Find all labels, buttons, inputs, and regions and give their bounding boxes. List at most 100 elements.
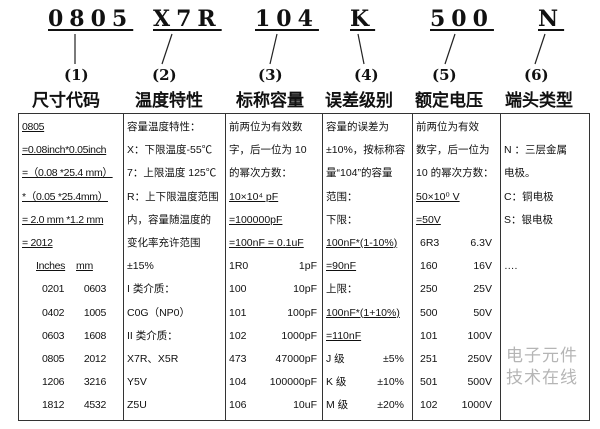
cell-code: 106 [229,399,247,412]
text-line: X7R、X5R [127,352,179,365]
text-line: 的幂次方数： [229,167,292,180]
cell-code: M 级 [326,399,349,412]
cell-value: 10pF [293,283,317,296]
table-row: 251 250V [416,348,500,371]
cell-value: 100pF [287,306,317,319]
text-line: 前两位为有效数 [229,121,303,133]
text-line: ±10%，按标称容 [326,144,406,157]
code-termination: N [538,6,565,32]
cell-value: ±20% [377,399,404,412]
cell-value: ±5% [383,352,404,365]
cell-value: 2012 [83,352,106,365]
text-line [504,116,589,139]
table-row: 473 47000pF [229,348,322,371]
column-capacitance: 前两位为有效数 字，后一位为 10 的幂次方数： 10×10⁴ pF =100000pF… [226,114,323,420]
text-line: 100nF*(1-10%) [326,236,398,249]
cell-code: 102 [420,399,438,412]
text-line: 7：上限温度 125℃ [127,167,217,180]
text-line: *（0.05 *25.4mm） [22,190,108,203]
cell-code: 0603 [42,329,65,342]
cell-code: J 级 [326,352,345,365]
cell-value: 3216 [83,376,106,389]
cell-code: 0201 [42,283,65,296]
title-capacitance: 标称容量 [236,91,304,111]
text-line: =100nF = 0.1uF [229,236,304,249]
text-line: Y5V [127,376,147,389]
table-row: 0201 0603 [22,278,123,301]
text-line: =50V [416,213,441,226]
watermark: 电子元件技术在线 [506,346,578,388]
text-line: 数字，后一位为 [416,144,490,157]
column-size: 0805 =0.08inch*0.05inch =（0.08 *25.4 mm） *（… [19,114,124,420]
code-table: 0805 =0.08inch*0.05inch =（0.08 *25.4 mm） *（… [18,113,590,421]
cell-code: 100 [229,283,247,296]
cell-code: 0402 [42,306,65,319]
text-line: 范围： [326,190,358,203]
cell-value: 25V [473,283,492,296]
table-row: 100 10pF [229,278,322,301]
text-line: = 2012 [22,236,53,249]
text-line: I 类介质： [127,283,175,296]
header-inches: Inches [36,260,66,273]
table-row: 500 50V [416,302,500,325]
table-row: 101 100pF [229,302,322,325]
cell-value: 0603 [83,283,106,296]
code-size: 0805 [48,6,134,32]
cell-code: 500 [420,306,438,319]
title-termination: 端头类型 [505,91,573,111]
cell-value: 1000V [461,399,492,412]
pointer-lines [74,33,546,65]
text-line: C：铜电极 [504,190,554,203]
text-line: 前两位为有效 [416,121,479,133]
table-row: 1206 3216 [22,371,123,394]
cell-value: 4532 [83,399,106,412]
cell-code: 251 [420,352,438,365]
label-number: (1) [64,66,89,84]
cell-code: 101 [229,306,247,319]
header-mm: mm [76,260,93,273]
table-row: 160 16V [416,255,500,278]
cell-code: 1812 [42,399,65,412]
title-voltage: 额定电压 [415,91,483,111]
table-row: 106 10uF [229,394,322,417]
table-row: 501 500V [416,371,500,394]
text-line: 10 的幂次方数： [416,167,494,180]
code-tolerance: K [350,6,376,32]
cell-value: 47000pF [275,352,317,365]
cell-code: 250 [420,283,438,296]
text-line: 电极。 [504,167,536,180]
cell-code: 101 [420,329,438,342]
table-row: 101 100V [416,325,500,348]
text-line: II 类介质： [127,329,178,342]
table-header: Inches mm [22,255,123,278]
cell-code: 102 [229,329,247,342]
text-line: 100nF*(1+10%) [326,306,400,319]
code-voltage: 500 [430,6,494,32]
text-line: 50×10⁰ V [416,190,460,203]
text-line: 下限： [326,213,358,226]
label-number: (6) [524,66,549,84]
label-number: (3) [258,66,283,84]
cell-value: 6.3V [470,236,492,249]
cell-code: K 级 [326,376,347,389]
text-line: =0.08inch*0.05inch [22,144,107,157]
cell-value: 1pF [298,260,317,273]
text-line: =110nF [326,329,362,342]
text-line: 变化率充许范围 [127,236,201,249]
table-row: M 级 ±20% [326,394,412,417]
cell-value: 1000pF [281,329,317,342]
table-row: 102 1000V [416,394,500,417]
cell-value: 1005 [83,306,106,319]
text-line: C0G（NP0） [127,306,191,319]
table-row: 250 25V [416,278,500,301]
cell-value: 100000pF [269,376,317,389]
cell-value: 50V [473,306,492,319]
table-row: 1R0 1pF [229,255,322,278]
text-line: =（0.08 *25.4 mm） [22,167,113,180]
cell-value: 500V [467,376,492,389]
label-number: (2) [152,66,177,84]
cell-code: 104 [229,376,247,389]
text-line: 内，容量随温度的 [127,213,211,226]
text-line: 字，后一位为 10 [229,144,307,157]
table-row: 0805 2012 [22,348,123,371]
